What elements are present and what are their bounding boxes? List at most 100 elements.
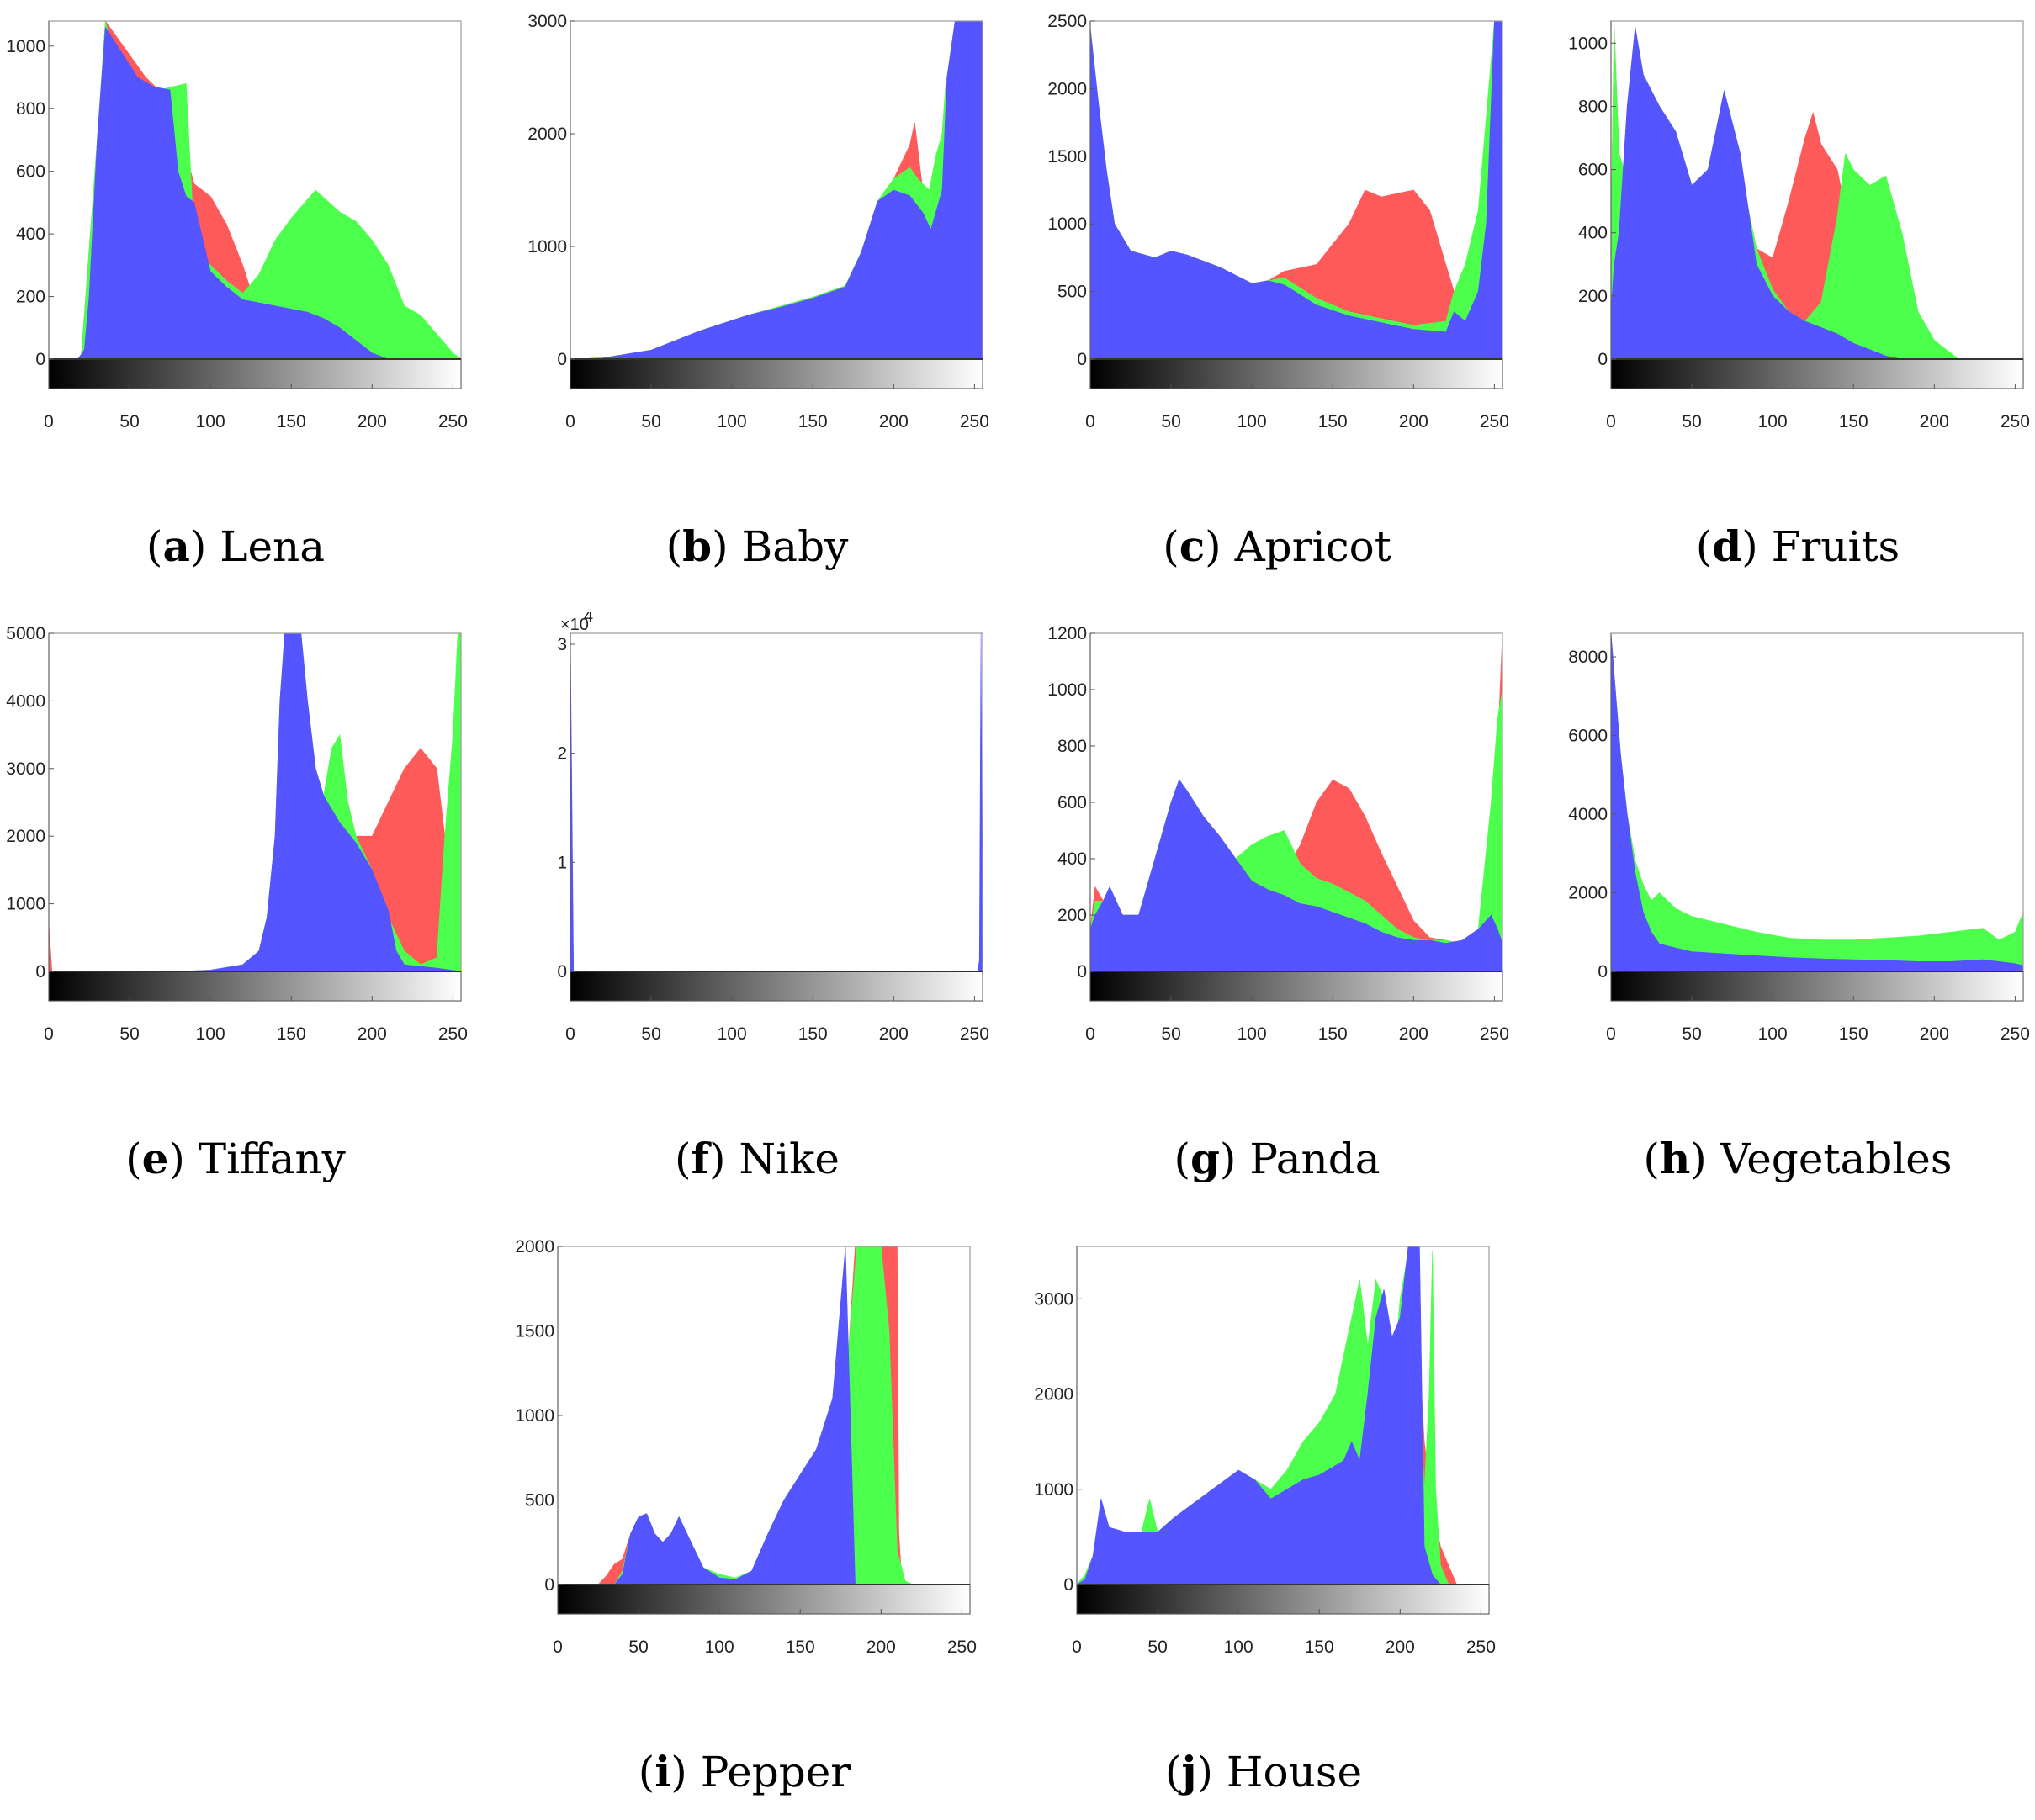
y-tick-label: 6000 <box>1568 727 1608 746</box>
y-tick-label: 200 <box>1578 287 1608 306</box>
y-tick-label: 600 <box>16 162 45 182</box>
x-tick-label: 50 <box>1682 1024 1701 1044</box>
x-tick-label: 250 <box>960 412 989 431</box>
series-blue <box>49 633 461 971</box>
y-tick-label: 2000 <box>6 827 45 846</box>
y-tick-label: 0 <box>1063 1575 1073 1595</box>
x-tick-label: 50 <box>628 1637 648 1657</box>
y-tick-label: 1500 <box>1047 147 1087 167</box>
y-tick-label: 1500 <box>515 1322 554 1341</box>
x-tick-label: 150 <box>277 1024 306 1044</box>
y-tick-label: 1000 <box>6 895 45 914</box>
y-tick-label: 0 <box>35 350 45 369</box>
chart-h: 0 2000 4000 6000 8000 0 50 100 150 200 250 <box>1568 632 2030 1044</box>
x-tick-label: 200 <box>1399 1024 1428 1044</box>
series-blue <box>1077 1246 1489 1585</box>
y-tick-label: 1000 <box>1047 680 1087 700</box>
x-tick-label: 100 <box>1224 1637 1253 1657</box>
x-tick-label: 150 <box>786 1637 815 1657</box>
gray-level-bar <box>1089 971 1503 1002</box>
series-blue <box>558 1246 970 1585</box>
y-tick-label: 2000 <box>527 124 567 144</box>
panel-e: 0 1000 2000 3000 4000 5000 0 50 100 150 200 250 (e)… <box>0 612 471 1193</box>
y-tick-label: 1000 <box>527 237 567 257</box>
y-tick-label: 2000 <box>1568 884 1608 903</box>
y-tick-label: 600 <box>1057 793 1087 812</box>
x-tick-label: 50 <box>1161 412 1180 431</box>
chart-j: 0 1000 2000 3000 0 50 100 150 200 250 <box>1034 1246 1496 1657</box>
caption-e: (e) Tiffany <box>125 1134 346 1183</box>
y-tick-label: 500 <box>525 1491 554 1510</box>
y-exponent-label: 4 <box>584 612 593 626</box>
x-tick-label: 250 <box>1466 1637 1496 1657</box>
x-tick-label: 250 <box>438 1024 468 1044</box>
chart-i: 0 500 1000 1500 2000 0 50 100 150 200 250 <box>515 1237 977 1657</box>
series-group <box>570 21 983 359</box>
series-group <box>1611 27 2023 359</box>
y-tick-label: 0 <box>557 350 567 369</box>
x-tick-label: 50 <box>1147 1637 1167 1657</box>
x-tick-label: 50 <box>1682 412 1701 431</box>
x-tick-label: 100 <box>196 1024 225 1044</box>
gray-level-bar <box>1089 358 1503 389</box>
x-tick-label: 100 <box>1758 412 1788 431</box>
y-tick-label: 2 <box>557 744 567 764</box>
x-tick-label: 0 <box>565 412 575 431</box>
x-tick-label: 50 <box>1161 1024 1180 1044</box>
x-tick-label: 150 <box>1305 1637 1334 1657</box>
y-tick-label: 0 <box>1598 350 1608 369</box>
chart-c: 0 500 1000 1500 2000 2500 0 50 100 150 200 250 <box>1047 12 1509 431</box>
x-tick-label: 0 <box>44 412 54 431</box>
plot-area <box>558 1246 970 1585</box>
x-tick-label: 100 <box>705 1637 734 1657</box>
x-tick-label: 200 <box>1386 1637 1415 1657</box>
x-tick-label: 250 <box>438 412 468 431</box>
y-tick-label: 3 <box>557 635 567 654</box>
x-tick-label: 150 <box>1318 1024 1348 1044</box>
series-group <box>1611 633 2023 971</box>
panel-f: 0 1 2 3 0 50 100 150 200 250 ×10 4 (f) Nike <box>522 612 993 1193</box>
x-tick-label: 150 <box>798 412 828 431</box>
series-blue <box>1090 779 1502 971</box>
x-tick-label: 200 <box>879 1024 909 1044</box>
y-tick-label: 5000 <box>6 624 45 643</box>
panel-i: 0 500 1000 1500 2000 0 50 100 150 200 250 (i) Pepp… <box>509 1225 980 1806</box>
y-tick-label: 8000 <box>1568 648 1608 667</box>
panel-h: 0 2000 4000 6000 8000 0 50 100 150 200 250 (h) Veg… <box>1562 612 2033 1193</box>
y-tick-label: 1000 <box>1568 34 1608 53</box>
x-tick-label: 250 <box>947 1637 977 1657</box>
series-group <box>49 21 461 359</box>
series-group <box>558 1246 970 1585</box>
x-tick-label: 0 <box>1072 1637 1082 1657</box>
x-tick-label: 0 <box>565 1024 575 1044</box>
y-tick-label: 0 <box>557 962 567 981</box>
x-tick-label: 0 <box>1085 1024 1095 1044</box>
x-tick-label: 250 <box>1480 412 1509 431</box>
y-tick-label: 1 <box>557 853 567 872</box>
y-tick-label: 0 <box>1598 962 1608 981</box>
x-tick-label: 200 <box>1399 412 1428 431</box>
x-tick-label: 100 <box>1237 1024 1267 1044</box>
x-tick-label: 0 <box>1606 1024 1616 1044</box>
x-tick-label: 0 <box>1606 412 1616 431</box>
x-tick-label: 200 <box>866 1637 896 1657</box>
y-tick-label: 0 <box>544 1575 554 1595</box>
y-tick-label: 4000 <box>1568 805 1608 824</box>
x-tick-label: 0 <box>553 1637 563 1657</box>
y-tick-label: 600 <box>1578 161 1608 180</box>
plot-area <box>570 633 983 971</box>
caption-d: (d) Fruits <box>1695 521 1900 571</box>
caption-c: (c) Apricot <box>1163 521 1391 571</box>
panel-g: 0 200 400 600 800 1000 1200 0 50 100 150 200 250 (g)… <box>1041 612 1513 1193</box>
y-tick-label: 0 <box>35 962 45 981</box>
x-tick-label: 250 <box>960 1024 989 1044</box>
caption-h: (h) Vegetables <box>1643 1134 1953 1183</box>
caption-j: (j) House <box>1164 1747 1363 1796</box>
y-tick-label: 400 <box>1578 224 1608 243</box>
y-tick-label: 200 <box>16 288 45 307</box>
y-tick-label: 1000 <box>1034 1480 1073 1500</box>
x-tick-label: 50 <box>119 412 139 431</box>
x-tick-label: 250 <box>1480 1024 1509 1044</box>
x-tick-label: 250 <box>2001 412 2030 431</box>
